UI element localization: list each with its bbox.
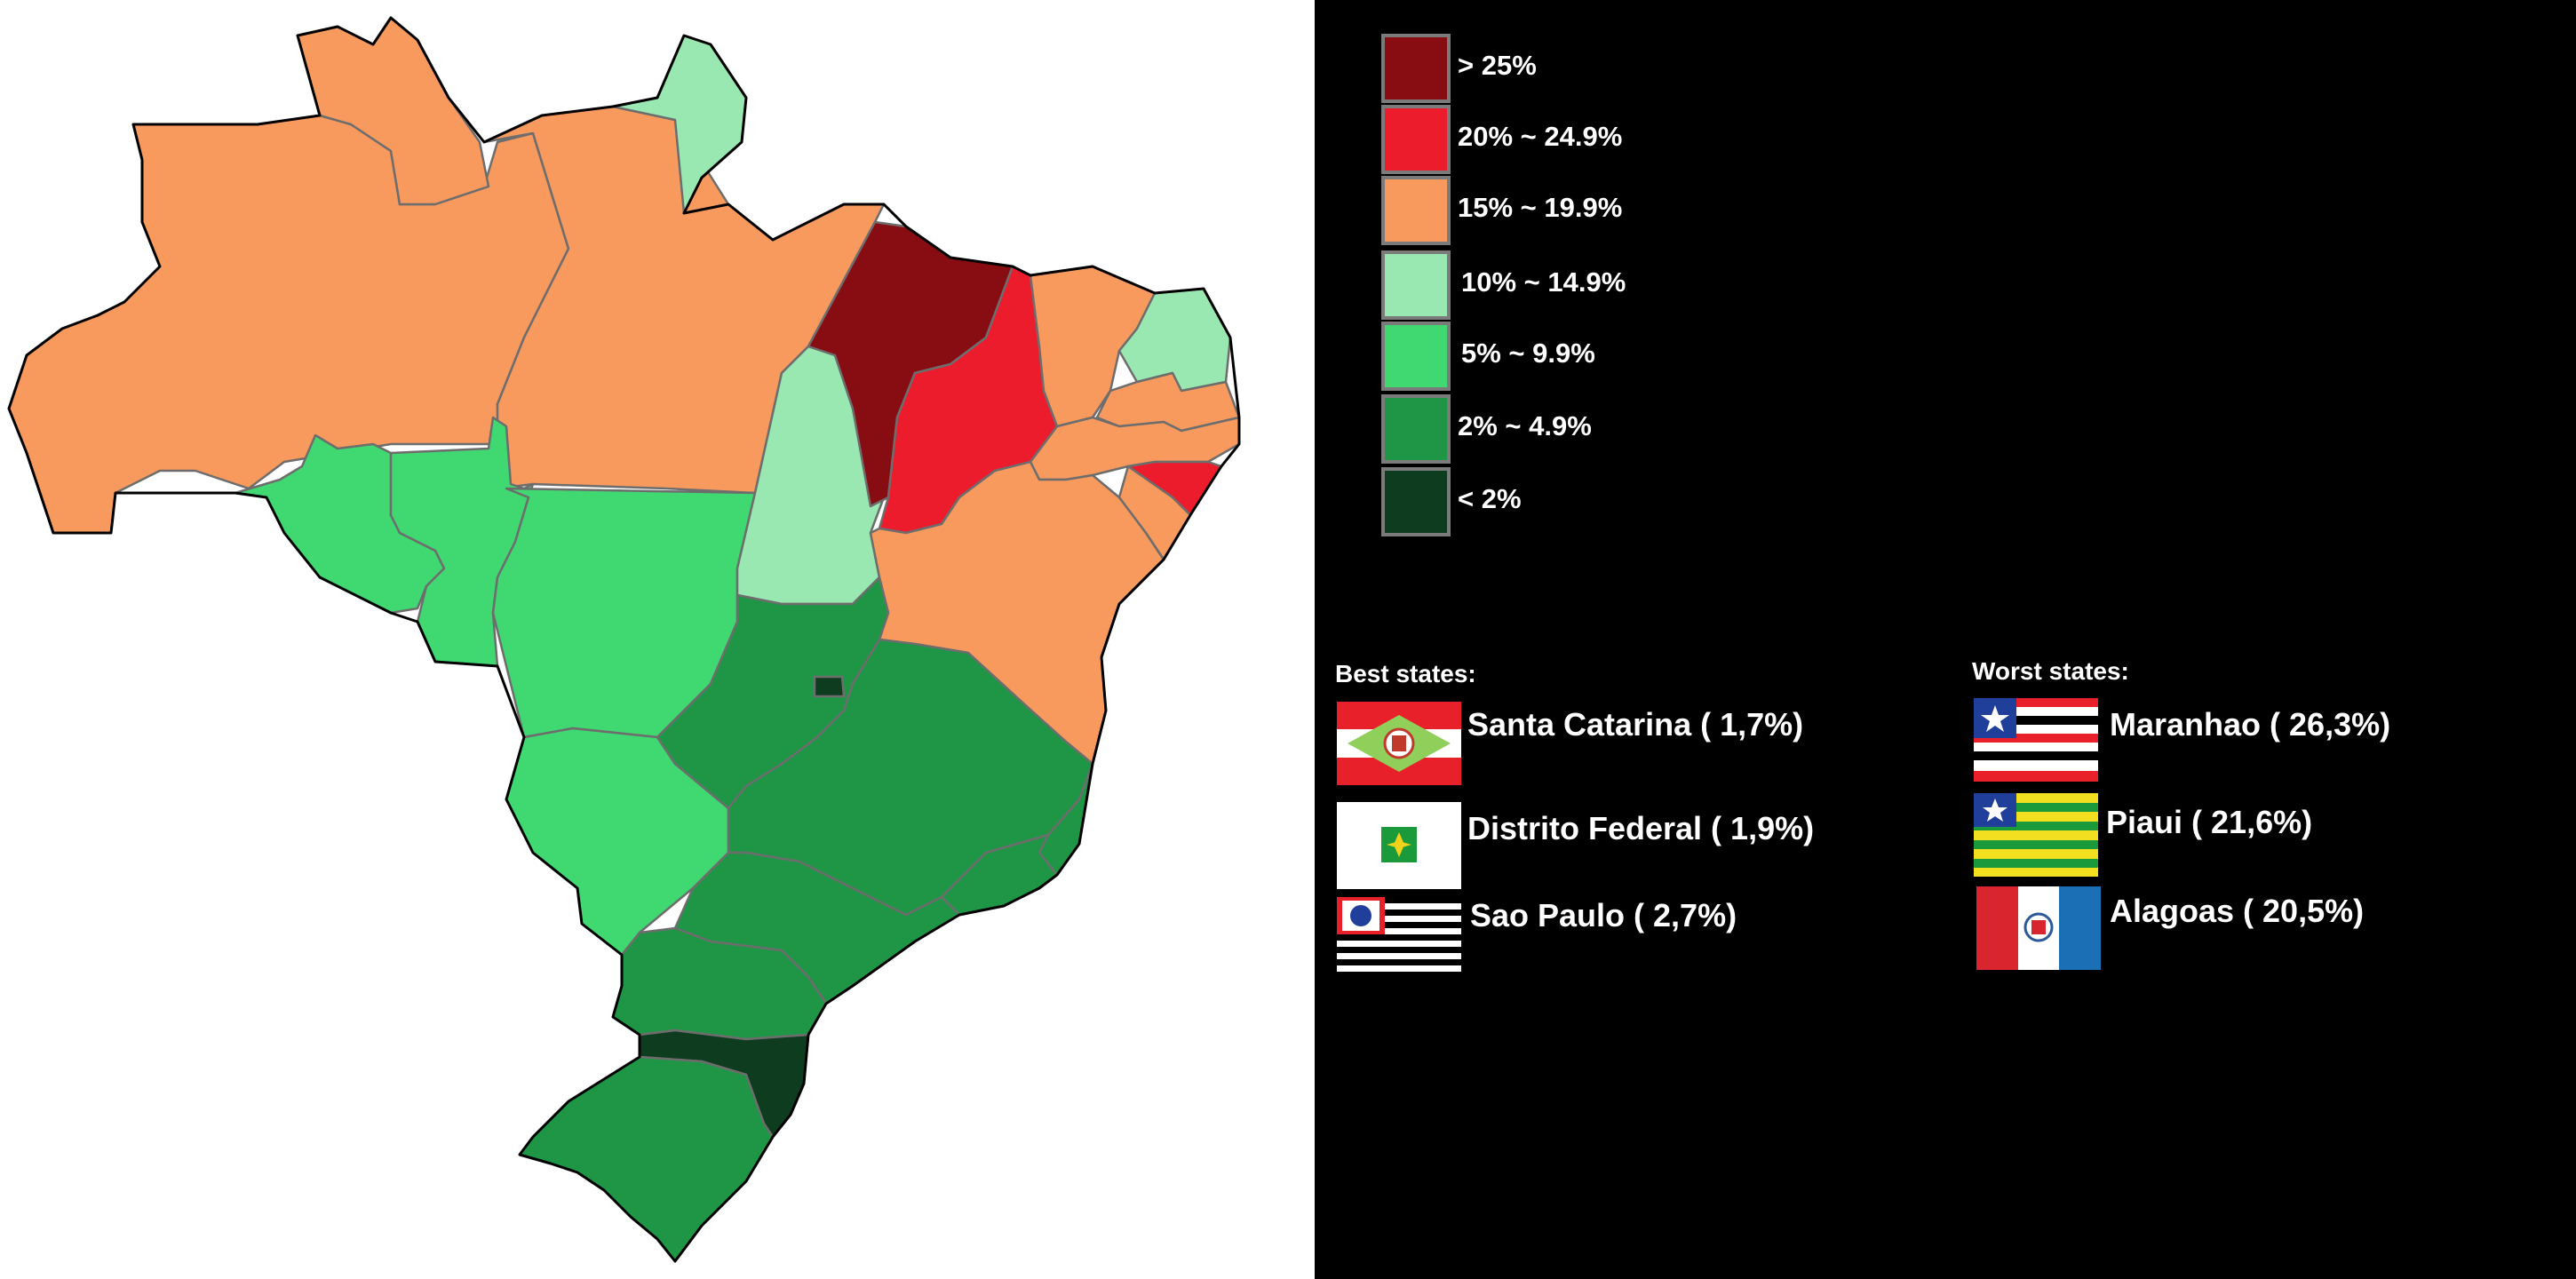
legend-item: 5% ~ 9.9% [1381, 322, 1790, 393]
worst-state-label: Maranhao ( 26,3%) [2110, 706, 2391, 743]
legend-swatch [1381, 176, 1451, 245]
legend-item: 15% ~ 19.9% [1381, 176, 1790, 247]
legend-item: 20% ~ 24.9% [1381, 105, 1790, 176]
legend-item: 2% ~ 4.9% [1381, 394, 1790, 465]
best-states-title: Best states: [1335, 660, 1476, 687]
brazil-map [7, 16, 1241, 1263]
worst-state-label: Alagoas ( 20,5%) [2110, 893, 2365, 929]
worst-states-title: Worst states: [1972, 657, 2129, 685]
legend-swatch [1381, 105, 1451, 174]
legend-swatch [1381, 34, 1451, 103]
brazil-outline [7, 16, 1241, 1263]
legend-swatch [1381, 467, 1451, 536]
maranhao-flag [1974, 698, 2098, 782]
map-panel [0, 0, 1315, 1279]
best-state-label: Santa Catarina ( 1,7%) [1467, 706, 1804, 743]
legend-item: > 25% [1381, 34, 1790, 105]
legend-swatch [1381, 250, 1451, 320]
legend-label: 2% ~ 4.9% [1458, 410, 1592, 441]
legend-swatch [1381, 322, 1451, 391]
legend-label: 5% ~ 9.9% [1461, 338, 1595, 369]
legend-label: 15% ~ 19.9% [1458, 192, 1623, 223]
best-state-label: Distrito Federal ( 1,9%) [1467, 810, 1815, 846]
piaui-flag [1974, 793, 2098, 877]
state-distrito-federal[interactable] [813, 675, 846, 698]
santa-catarina-flag [1337, 702, 1461, 785]
alagoas-flag [1976, 886, 2101, 970]
legend-label: < 2% [1458, 483, 1522, 514]
distrito-federal-flag [1337, 802, 1461, 889]
best-state-label: Sao Paulo ( 2,7%) [1470, 897, 1737, 933]
legend-label: 10% ~ 14.9% [1461, 266, 1626, 298]
legend-label: > 25% [1458, 50, 1537, 81]
legend-label: 20% ~ 24.9% [1458, 121, 1623, 152]
sao-paulo-flag [1337, 897, 1461, 981]
legend-item: 10% ~ 14.9% [1381, 250, 1790, 322]
worst-state-label: Piaui ( 21,6%) [2106, 804, 2313, 840]
legend-item: < 2% [1381, 467, 1790, 538]
legend-swatch [1381, 394, 1451, 464]
